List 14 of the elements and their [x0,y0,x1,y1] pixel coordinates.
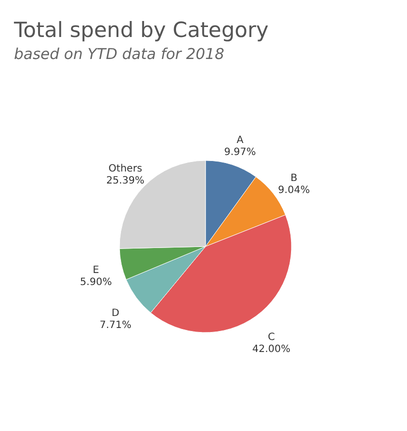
slice-label: B [290,172,298,184]
data-label: 9.97% [224,146,256,158]
slice-label: D [112,308,120,320]
data-label: 5.90% [80,276,112,288]
chart-title: Total spend by Category [13,18,269,42]
data-label: 42.00% [252,344,290,356]
slice-label: A [236,134,244,146]
slice-label: C [268,332,275,344]
chart-subtitle: based on YTD data for 2018 [14,45,224,63]
data-label: 7.71% [100,320,132,332]
data-label: 25.39% [106,175,144,186]
data-label: 9.04% [278,184,310,196]
slice-label: Others [108,163,142,174]
slice-label: E [92,264,100,276]
